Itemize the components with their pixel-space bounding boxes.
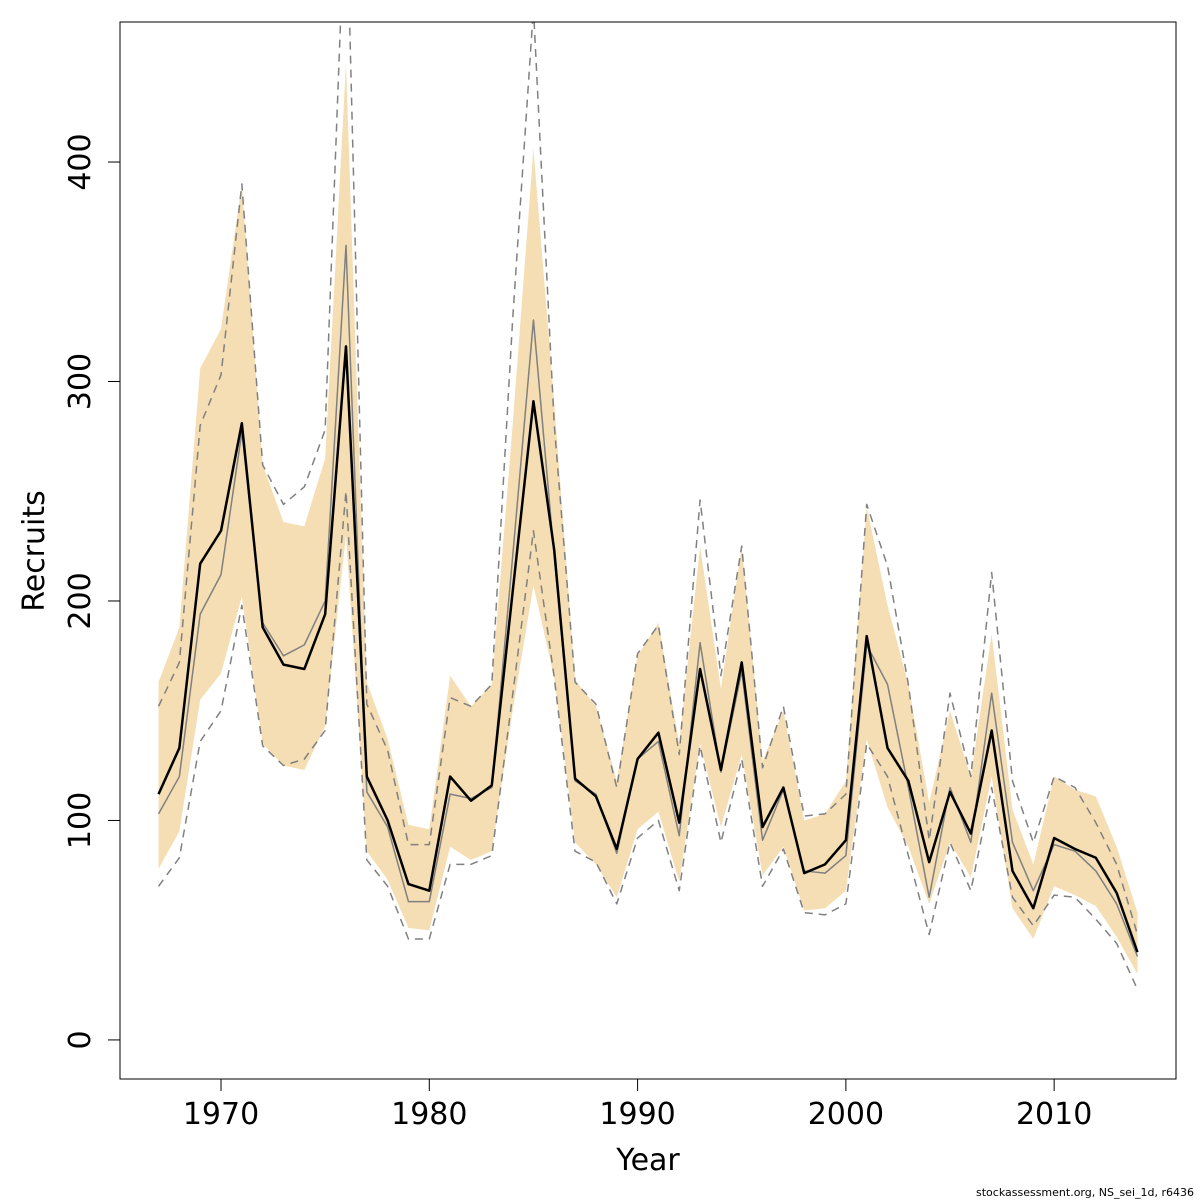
y-tick-label: 100 [63, 792, 98, 849]
plot-frame [119, 21, 1177, 1080]
x-tick-label: 1990 [599, 1097, 675, 1132]
y-axis-label: Recruits [17, 490, 52, 612]
x-tick-label: 2010 [1016, 1097, 1092, 1132]
plot-area [157, 22, 1139, 990]
y-tick-label: 300 [63, 353, 98, 410]
y-tick-label: 200 [63, 572, 98, 629]
x-tick-label: 1980 [391, 1097, 467, 1132]
confidence-band [158, 63, 1138, 975]
footer: stockassessment.org, NS_sei_1d, r6436 [976, 1186, 1194, 1199]
x-tick-label: 1970 [183, 1097, 259, 1132]
y-tick-label: 400 [63, 133, 98, 190]
series-line [157, 345, 1139, 953]
x-tick-label: 2000 [808, 1097, 884, 1132]
dashed-line [157, 22, 1139, 935]
dashed-line [157, 490, 1139, 990]
x-axis-label: Year [615, 1143, 680, 1178]
y-tick-label: 0 [63, 1030, 98, 1049]
